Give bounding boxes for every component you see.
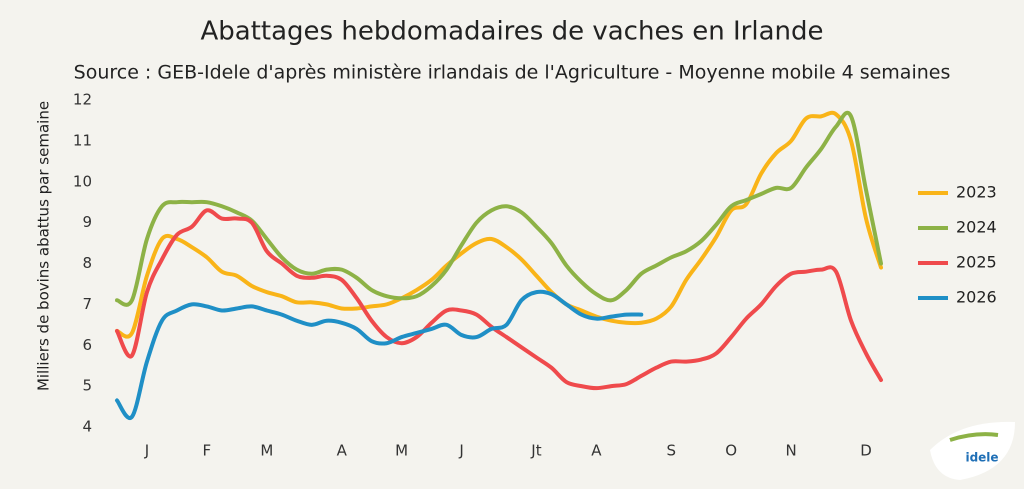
legend-label: 2023	[956, 183, 997, 202]
y-tick-label: 8	[82, 254, 92, 272]
x-tick-label: A	[591, 442, 602, 460]
x-tick-label: O	[725, 442, 737, 460]
x-tick-label: J	[144, 442, 149, 460]
logo-text: idele	[965, 451, 998, 465]
y-tick-label: 4	[82, 418, 92, 436]
y-tick-label: 12	[73, 91, 92, 109]
legend-label: 2025	[956, 253, 997, 272]
y-tick-label: 6	[82, 336, 92, 354]
series-line	[115, 208, 883, 391]
y-tick-label: 11	[73, 131, 92, 149]
x-tick-label: Jt	[530, 442, 541, 460]
x-tick-label: J	[458, 442, 463, 460]
logo: idele	[930, 421, 1015, 480]
legend-label: 2024	[956, 218, 997, 237]
series-line	[115, 110, 883, 339]
x-tick-label: A	[337, 442, 348, 460]
chart-title: Abattages hebdomadaires de vaches en Irl…	[201, 17, 824, 47]
y-axis-label: Milliers de bovins abattus par semaine	[35, 101, 53, 391]
y-tick-label: 10	[73, 172, 92, 190]
x-tick-label: F	[203, 442, 212, 460]
legend-label: 2026	[956, 288, 997, 307]
logo-swoosh	[949, 432, 999, 442]
series-line	[115, 289, 644, 421]
x-tick-label: N	[786, 442, 797, 460]
x-tick-label: D	[860, 442, 872, 460]
x-tick-label: S	[667, 442, 677, 460]
y-tick-label: 9	[82, 213, 92, 231]
x-tick-label: M	[395, 442, 408, 460]
y-tick-label: 7	[82, 295, 92, 313]
y-tick-label: 5	[82, 377, 92, 395]
x-tick-label: M	[260, 442, 273, 460]
series-line	[115, 110, 883, 307]
chart-subtitle: Source : GEB-Idele d'après ministère irl…	[74, 62, 951, 84]
